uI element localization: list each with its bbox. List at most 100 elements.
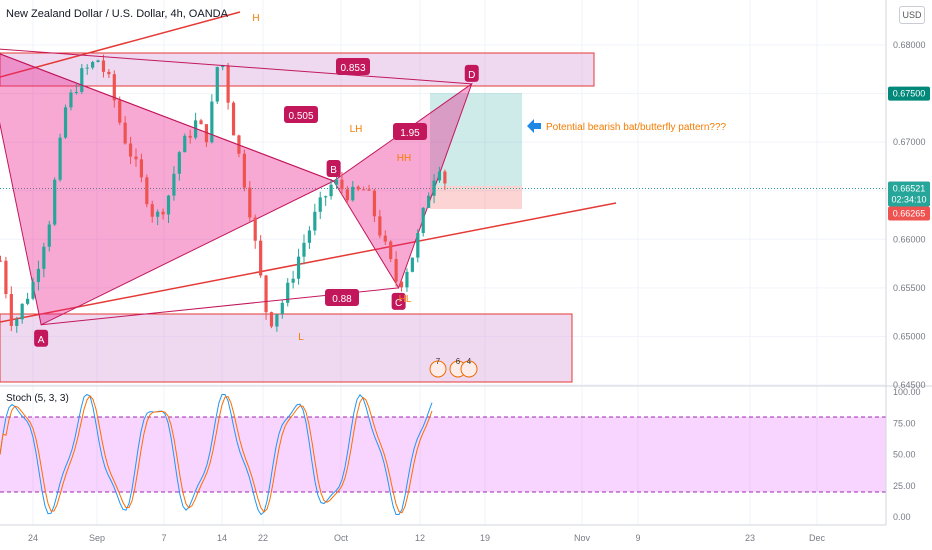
event-flag-icon bbox=[460, 360, 478, 378]
swing-label: H bbox=[252, 13, 259, 24]
candle-body bbox=[215, 67, 219, 102]
candle-body bbox=[4, 260, 8, 295]
price-badge bbox=[888, 86, 930, 101]
candle-body bbox=[231, 102, 236, 136]
time-tick-label: 24 bbox=[28, 533, 38, 543]
candle-body bbox=[248, 187, 252, 218]
point-label-a: A bbox=[38, 335, 45, 346]
swing-label: HL bbox=[399, 294, 412, 305]
time-tick-label: 12 bbox=[415, 533, 425, 543]
candle-body bbox=[340, 179, 344, 190]
stoch-tick-label: 0.00 bbox=[893, 512, 911, 522]
candle-body bbox=[302, 242, 306, 257]
candle-body bbox=[383, 235, 387, 242]
candle-body bbox=[367, 189, 371, 191]
price-tick-label: 0.65500 bbox=[893, 283, 926, 293]
candle-body bbox=[145, 177, 149, 205]
candle-body bbox=[36, 268, 41, 282]
swing-label: LH bbox=[350, 124, 363, 135]
candle-body bbox=[378, 216, 382, 236]
pattern-line-xb bbox=[0, 53, 334, 182]
price-tick-label: 0.67000 bbox=[893, 137, 926, 147]
candle-body bbox=[69, 92, 73, 108]
point-badge-b bbox=[326, 160, 341, 177]
price-tick-label: 0.68000 bbox=[893, 40, 926, 50]
time-tick-label: Nov bbox=[574, 533, 591, 543]
candle-body bbox=[193, 120, 198, 138]
candle-body bbox=[0, 260, 3, 262]
currency-button[interactable]: USD bbox=[899, 6, 925, 24]
point-badge-d bbox=[464, 64, 479, 82]
candle-body bbox=[107, 71, 111, 75]
candle-body bbox=[443, 171, 447, 184]
candle-body bbox=[221, 65, 225, 68]
candle-body bbox=[210, 101, 214, 143]
point-label-c: C bbox=[395, 298, 402, 309]
ratio-badge bbox=[325, 289, 359, 306]
candle-body bbox=[345, 189, 349, 201]
candle-body bbox=[280, 302, 284, 314]
candle-body bbox=[324, 196, 328, 198]
time-tick-label: 22 bbox=[258, 533, 268, 543]
stoch-d-line bbox=[0, 395, 433, 514]
candle-body bbox=[183, 135, 187, 153]
time-tick-label: 14 bbox=[217, 533, 227, 543]
candle-body bbox=[259, 240, 263, 276]
time-tick-label: Sep bbox=[89, 533, 105, 543]
candle-body bbox=[253, 217, 257, 241]
candle-body bbox=[166, 195, 171, 215]
candle-body bbox=[47, 224, 51, 247]
candle-body bbox=[177, 152, 181, 174]
candle-body bbox=[74, 91, 78, 93]
price-tick-label: 0.65000 bbox=[893, 331, 926, 341]
candle-body bbox=[172, 173, 176, 196]
candle-body bbox=[269, 312, 274, 327]
stoch-tick-label: 100.00 bbox=[893, 387, 921, 397]
event-count: 7 bbox=[436, 357, 441, 366]
candle-body bbox=[101, 60, 106, 72]
candle-body bbox=[118, 100, 122, 123]
candle-body bbox=[31, 281, 35, 299]
price-tick-label: 0.64500 bbox=[893, 380, 926, 390]
point-label-d: D bbox=[468, 70, 475, 81]
candle-body bbox=[150, 204, 154, 217]
pattern-line-xd bbox=[0, 48, 472, 85]
candle-body bbox=[123, 122, 127, 144]
candle-body bbox=[286, 282, 290, 303]
candle-body bbox=[437, 171, 442, 181]
ratio-label: 1.95 bbox=[400, 128, 420, 139]
ratio-badge bbox=[284, 106, 318, 123]
price-badge bbox=[888, 181, 930, 196]
candle-body bbox=[112, 74, 116, 101]
candle-body bbox=[356, 186, 360, 190]
price-badge-label: 0.67500 bbox=[893, 89, 926, 99]
ratio-label: 0.853 bbox=[340, 63, 365, 74]
pattern-labels: XABCD0.8530.5051.950.88HLLHHLHHPotential… bbox=[34, 13, 727, 378]
candle-body bbox=[53, 179, 57, 225]
candle-body bbox=[188, 135, 192, 138]
candle-body bbox=[399, 281, 404, 288]
ratio-badge bbox=[336, 58, 370, 75]
candle-body bbox=[427, 195, 431, 208]
candle-body bbox=[389, 241, 393, 260]
price-badge-label: 02:34:10 bbox=[891, 194, 926, 204]
candle-body bbox=[80, 68, 84, 92]
candle-body bbox=[318, 197, 322, 212]
candle-body bbox=[204, 124, 209, 143]
point-badge-c bbox=[391, 292, 406, 310]
candle-body bbox=[313, 211, 317, 231]
grid bbox=[0, 0, 932, 525]
candle-body bbox=[15, 319, 19, 326]
candle-body bbox=[242, 153, 246, 188]
candle-body bbox=[42, 246, 46, 269]
ratio-badge bbox=[393, 123, 427, 140]
trend-lines bbox=[0, 11, 617, 323]
candle-body bbox=[275, 313, 279, 327]
stop-zone bbox=[430, 186, 522, 209]
candle-body bbox=[128, 143, 133, 157]
pattern-annotation: Potential bearish bat/butterfly pattern?… bbox=[546, 122, 727, 133]
upper-trend-line bbox=[0, 11, 241, 78]
stoch-k-line bbox=[0, 393, 433, 516]
